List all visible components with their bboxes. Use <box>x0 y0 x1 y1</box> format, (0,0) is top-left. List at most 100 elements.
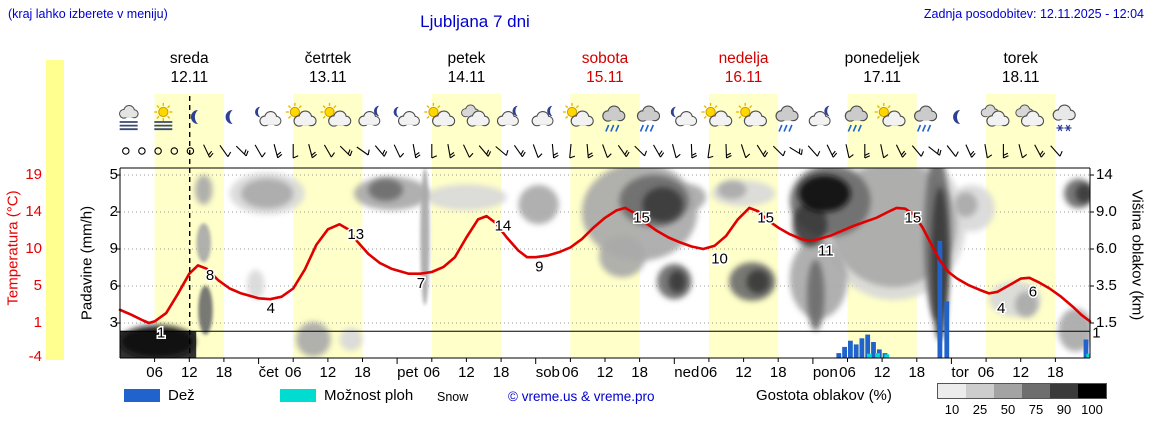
time-axis-tick: 06 <box>562 364 579 381</box>
time-axis-tick: 18 <box>908 364 926 381</box>
weather-icon-cloud-rain <box>914 105 938 132</box>
cloud-axis-tick: 9.0 <box>1096 203 1117 220</box>
density-colorbar-segment <box>1078 384 1106 398</box>
shower-legend-label: Možnost ploh <box>324 387 414 404</box>
time-axis-tick: 18 <box>631 364 648 381</box>
cloud-axis-tick: 1.5 <box>1096 314 1117 331</box>
temp-axis-tick: 10 <box>25 240 42 257</box>
time-axis-tick: 12 <box>458 364 475 381</box>
weather-icon-fog-sun <box>154 102 173 131</box>
weather-icon-sun-cloud <box>285 102 317 127</box>
day-header-date: 16.11 <box>724 69 763 86</box>
weather-icon-cloud <box>1015 104 1045 127</box>
weather-icon-cloud <box>461 104 490 127</box>
weather-icon-cloud-snow <box>1052 104 1076 132</box>
cloud-axis-tick: 3.5 <box>1096 277 1117 294</box>
day-header-name: petek <box>447 50 486 67</box>
svg-text:14: 14 <box>495 218 512 235</box>
weather-icon-cloud-rain <box>636 105 661 132</box>
cloud-density-scale-labels: 10 25 50 75 90 100 <box>938 402 1106 418</box>
left-yellow-strip <box>46 60 64 360</box>
copyright-link[interactable]: © vreme.us & vreme.pro <box>508 389 655 404</box>
day-header-date: 12.11 <box>170 69 209 86</box>
svg-text:15: 15 <box>633 209 650 226</box>
temp-axis-tick: 19 <box>25 166 42 183</box>
precip-axis-tick: 6 <box>109 277 118 294</box>
weather-icon-moon-cloud <box>670 106 698 127</box>
day-header-name: četrtek <box>304 50 352 67</box>
weather-icon-moon <box>225 110 233 124</box>
density-scale-tick: 100 <box>1081 402 1103 417</box>
rain-legend-label: Dež <box>168 387 195 404</box>
time-axis-tick: 06 <box>284 364 302 381</box>
day-header-name: sreda <box>169 50 209 67</box>
time-axis-tick: 18 <box>1047 364 1064 381</box>
time-axis-tick: 18 <box>215 364 233 381</box>
weather-icon-sun-cloud <box>424 102 456 127</box>
density-scale-tick: 25 <box>972 402 988 417</box>
page-title: Ljubljana 7 dni <box>420 12 530 31</box>
cloud-axis-tick: 14 <box>1096 166 1113 183</box>
density-scale-tick: 75 <box>1028 402 1044 417</box>
day-header-date: 13.11 <box>309 69 347 86</box>
density-colorbar-segment <box>1022 384 1050 398</box>
density-colorbar-segment <box>938 384 966 398</box>
svg-text:15: 15 <box>905 209 922 226</box>
time-axis-tick: 18 <box>354 364 371 381</box>
weather-icon-sun-cloud <box>874 102 906 127</box>
weather-icon-moon-cloud <box>393 106 420 127</box>
weather-icon-cloud-moon <box>358 105 381 127</box>
time-axis-tick: 12 <box>319 364 337 381</box>
weather-icon-cloud-moon <box>531 105 554 127</box>
day-header-date: 18.11 <box>1001 69 1040 86</box>
weather-icon-cloud-rain <box>602 105 626 132</box>
density-colorbar-segment <box>966 384 994 398</box>
day-header-date: 15.11 <box>586 69 624 86</box>
weather-icon-cloud-rain <box>775 105 799 132</box>
day-header-name: torek <box>1003 50 1038 67</box>
svg-text:9: 9 <box>535 259 543 276</box>
weather-icon-sun-cloud <box>701 102 733 127</box>
svg-text:1: 1 <box>157 325 165 342</box>
svg-text:4: 4 <box>997 300 1005 317</box>
svg-text:10: 10 <box>711 251 728 268</box>
time-axis-tick: 18 <box>492 364 510 381</box>
weather-icon-sun-cloud <box>736 102 767 127</box>
precip-axis-tick: 9 <box>109 240 118 257</box>
svg-text:4: 4 <box>267 300 275 317</box>
time-axis-tick: 18 <box>769 364 787 381</box>
day-abbrev-tick: pon <box>812 364 838 381</box>
day-header-name: ponedeljek <box>844 50 920 67</box>
weather-icon-cloud-moon <box>496 105 519 127</box>
time-axis-tick: 12 <box>596 364 614 381</box>
temp-axis-tick: 5 <box>33 277 42 294</box>
snow-legend-label: Snow <box>437 390 469 404</box>
svg-text:6: 6 <box>1029 283 1037 300</box>
temp-axis-tick: 14 <box>25 203 42 220</box>
precip-axis-tick: 5 <box>109 166 118 183</box>
svg-text:1: 1 <box>1092 325 1100 342</box>
density-scale-tick: 10 <box>944 402 960 417</box>
weather-icon-cloud-rain <box>844 105 868 132</box>
temp-axis-tick: 1 <box>33 314 42 331</box>
day-header-name: nedelja <box>718 50 769 67</box>
weather-icon-moon-cloud <box>255 106 282 127</box>
time-axis-tick: 06 <box>423 364 441 381</box>
time-axis-tick: 06 <box>700 364 718 381</box>
time-axis-tick: 06 <box>146 364 163 381</box>
menu-hint: (kraj lahko izberete v meniju) <box>8 7 168 21</box>
weather-icon-fog-cloud <box>119 105 139 131</box>
time-axis-tick: 06 <box>839 364 856 381</box>
weather-icon-moon <box>953 110 961 124</box>
cloud-density-colorbar <box>937 383 1107 399</box>
precip-axis-tick: 3 <box>109 314 118 331</box>
cloud-density-legend-label: Gostota oblakov (%) <box>756 387 892 404</box>
weather-icon-sun-cloud <box>562 102 594 127</box>
day-abbrev-tick: čet <box>258 364 279 381</box>
day-abbrev-tick: ned <box>674 364 700 381</box>
time-axis-tick: 12 <box>735 364 752 381</box>
day-abbrev-tick: pet <box>397 364 418 381</box>
time-axis-tick: 12 <box>180 364 198 381</box>
svg-text:11: 11 <box>818 242 834 259</box>
